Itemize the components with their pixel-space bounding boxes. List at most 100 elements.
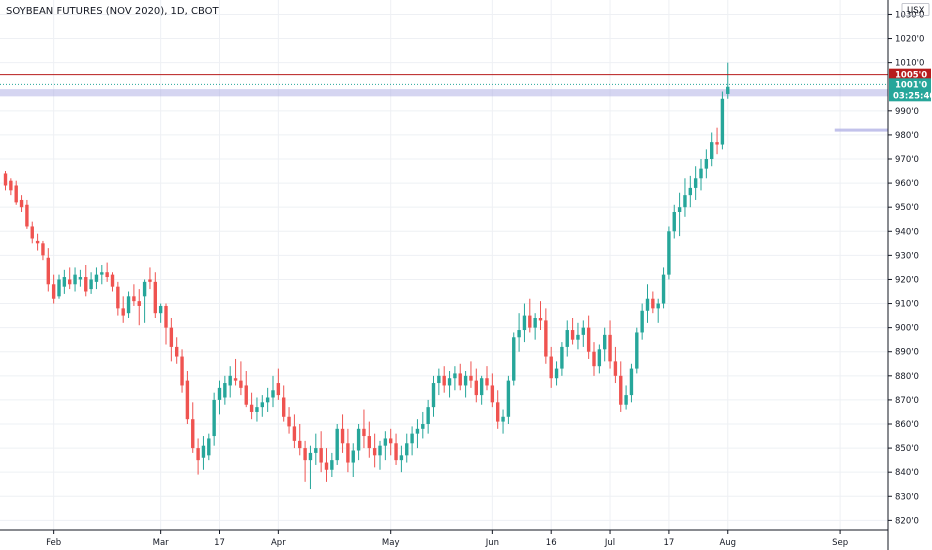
- candle-body: [677, 207, 682, 212]
- y-tick-label: 990'0: [895, 107, 919, 117]
- candle-body: [89, 279, 93, 290]
- candle-body: [463, 375, 468, 386]
- candle-body: [335, 428, 339, 461]
- candle-body: [330, 460, 334, 470]
- candle-body: [324, 462, 329, 470]
- candle-body: [608, 334, 612, 362]
- candle-body: [116, 286, 120, 309]
- y-tick-label: 840'0: [895, 468, 919, 478]
- candle-body: [635, 332, 639, 369]
- candle-body: [298, 440, 302, 449]
- candle-body: [399, 455, 404, 461]
- currency-box: [901, 3, 930, 16]
- candle-body: [661, 274, 666, 304]
- candle-body: [196, 448, 200, 461]
- y-tick-label: 1010'0: [895, 59, 924, 69]
- candle-body: [46, 257, 50, 285]
- candle-body: [19, 199, 24, 208]
- candle-body: [255, 407, 259, 412]
- candle-body: [592, 351, 596, 367]
- x-tick-label: 16: [546, 538, 557, 548]
- candlestick-series: [3, 62, 730, 490]
- candle-body: [84, 277, 88, 292]
- candle-body: [158, 305, 163, 314]
- candle-body: [319, 448, 323, 463]
- candle-body: [405, 443, 409, 456]
- y-tick-label: 890'0: [895, 348, 919, 358]
- y-tick-label: 970'0: [895, 155, 919, 165]
- candle-body: [180, 356, 184, 386]
- candle-body: [62, 277, 67, 287]
- y-tick-label: 860'0: [895, 420, 919, 430]
- y-tick-label: 930'0: [895, 251, 919, 261]
- y-tick-label: 900'0: [895, 324, 919, 334]
- candle-body: [421, 424, 425, 429]
- candle-body: [554, 368, 559, 379]
- candle-body: [581, 327, 585, 335]
- candle-body: [142, 281, 147, 297]
- x-tick-label: Apr: [271, 538, 286, 548]
- candle-body: [276, 383, 281, 396]
- candle-body: [410, 433, 414, 444]
- x-axis[interactable]: Feb Mar 17 Apr May Jun 16 Jul 17 Aug Sep: [0, 529, 888, 548]
- candle-body: [362, 428, 366, 437]
- x-tick-label: Sep: [832, 538, 848, 548]
- candle-body: [683, 195, 687, 208]
- short-zone-band: [834, 128, 889, 132]
- x-tick-label: Jul: [604, 538, 615, 548]
- candle-body: [372, 448, 377, 456]
- candle-body: [522, 315, 527, 331]
- candle-body: [73, 274, 77, 285]
- candle-body: [512, 337, 516, 381]
- candle-body: [378, 445, 382, 456]
- candle-body: [613, 361, 618, 376]
- candle-body: [121, 308, 125, 316]
- candle-body: [217, 387, 222, 400]
- candle-body: [260, 402, 264, 408]
- candle-body: [656, 303, 660, 309]
- candle-body: [265, 397, 270, 403]
- candle-body: [132, 296, 136, 302]
- support-zone-band: [0, 89, 888, 97]
- chart-grid: [0, 0, 888, 530]
- candle-body: [576, 334, 580, 340]
- currency-label: USX: [907, 6, 925, 16]
- candle-body: [437, 375, 441, 384]
- candle-body: [431, 383, 436, 408]
- candle-body: [100, 272, 104, 275]
- candle-body: [78, 277, 83, 280]
- candle-body: [207, 438, 211, 456]
- price-zone: [0, 89, 889, 132]
- candle-body: [271, 390, 275, 398]
- candle-body: [228, 375, 232, 386]
- y-tick-label: 870'0: [895, 396, 919, 406]
- candle-body: [191, 419, 195, 449]
- x-tick-label: May: [382, 538, 400, 548]
- y-axis[interactable]: 1030'01020'01010'0990'0980'0970'0960'095…: [887, 0, 930, 550]
- candle-body: [715, 142, 719, 145]
- y-tick-label: 950'0: [895, 203, 919, 213]
- candle-body: [479, 378, 484, 396]
- candle-body: [68, 279, 72, 285]
- candle-body: [212, 399, 216, 437]
- candle-body: [239, 380, 243, 388]
- resistance-price-tag: [889, 68, 931, 81]
- y-tick-label: 940'0: [895, 227, 919, 237]
- candle-body: [346, 443, 350, 463]
- candle-body: [223, 383, 227, 398]
- candle-body: [496, 402, 500, 422]
- candle-body: [148, 279, 152, 282]
- candle-body: [383, 438, 388, 446]
- candle-body: [453, 373, 457, 379]
- candle-body: [233, 378, 238, 381]
- candle-body: [570, 330, 575, 340]
- last-price-tag: [889, 78, 931, 102]
- y-tick-label: 830'0: [895, 492, 919, 502]
- candle-body: [474, 380, 478, 396]
- candle-body: [57, 279, 61, 297]
- candle-body: [672, 212, 676, 232]
- candle-body: [442, 375, 446, 386]
- candle-body: [340, 428, 345, 444]
- candle-body: [244, 385, 248, 405]
